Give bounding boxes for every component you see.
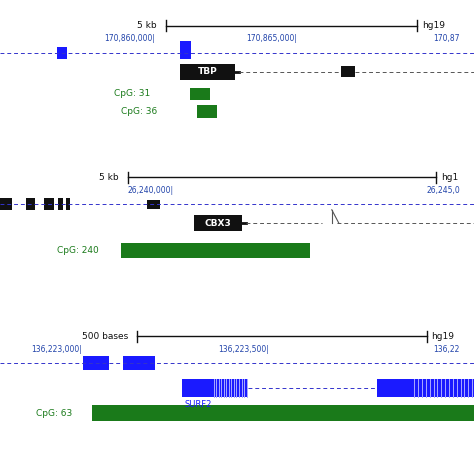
Text: 136,22: 136,22 xyxy=(433,345,460,354)
Bar xyxy=(412,379,474,397)
Text: CpG: 36: CpG: 36 xyxy=(121,107,157,116)
Text: 5 kb: 5 kb xyxy=(99,173,118,182)
Bar xyxy=(180,41,191,59)
Bar xyxy=(147,200,160,209)
Text: hg19: hg19 xyxy=(431,332,455,341)
Text: 136,223,500|: 136,223,500| xyxy=(218,345,269,354)
Text: SURF2: SURF2 xyxy=(184,400,211,409)
Bar xyxy=(377,379,412,397)
Text: 170,860,000|: 170,860,000| xyxy=(104,34,155,43)
Bar xyxy=(212,379,248,397)
Text: 500 bases: 500 bases xyxy=(82,332,128,341)
Bar xyxy=(0,198,12,210)
Text: 136,223,000|: 136,223,000| xyxy=(31,345,82,354)
Text: hg19: hg19 xyxy=(422,21,445,30)
Text: CpG: 240: CpG: 240 xyxy=(57,246,99,255)
Text: hg1: hg1 xyxy=(441,173,458,182)
Bar xyxy=(341,65,355,77)
Text: CpG: 31: CpG: 31 xyxy=(114,90,150,99)
Bar xyxy=(146,356,155,370)
Bar xyxy=(190,88,210,100)
Bar xyxy=(26,198,35,210)
Bar xyxy=(123,356,146,370)
Text: 26,245,0: 26,245,0 xyxy=(426,186,460,195)
Text: 26,240,000|: 26,240,000| xyxy=(128,186,174,195)
Text: 170,865,000|: 170,865,000| xyxy=(246,34,298,43)
Bar xyxy=(180,64,235,80)
Bar xyxy=(182,379,213,397)
Bar xyxy=(194,215,242,231)
Text: CpG: 63: CpG: 63 xyxy=(36,409,72,418)
Bar xyxy=(57,46,67,59)
Bar xyxy=(83,356,109,370)
Text: 170,87: 170,87 xyxy=(433,34,460,43)
Text: 5 kb: 5 kb xyxy=(137,21,156,30)
Bar xyxy=(44,198,54,210)
Text: CBX3: CBX3 xyxy=(205,219,231,228)
Bar xyxy=(58,198,63,210)
Bar xyxy=(92,405,474,420)
Text: TBP: TBP xyxy=(198,67,217,76)
Bar xyxy=(121,243,310,258)
Bar xyxy=(66,198,70,210)
Bar xyxy=(197,105,217,118)
